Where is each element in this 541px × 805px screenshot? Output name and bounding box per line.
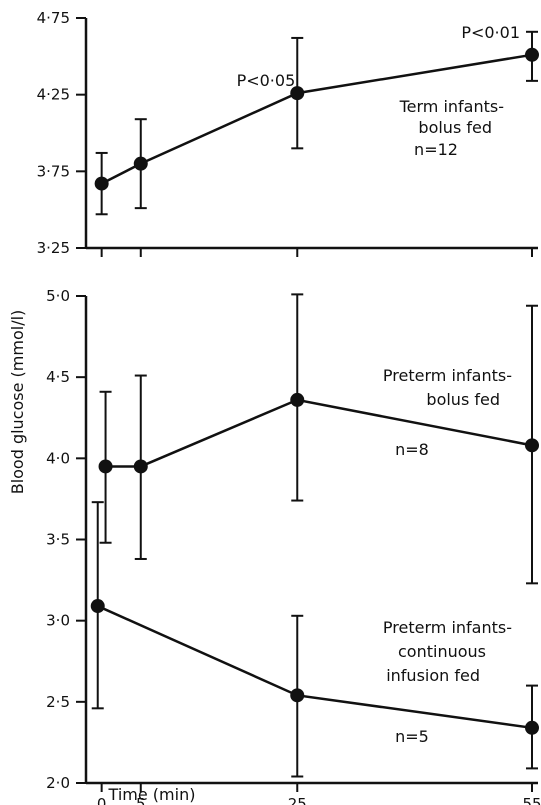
top-series-label-line1: Term infants- — [399, 97, 504, 116]
x-axis-title: Time (min) — [108, 785, 196, 804]
top-series-points — [94, 47, 539, 191]
top-y-tick-label-2: 4·25 — [37, 86, 70, 104]
infusion-fed-label-line1: Preterm infants- — [383, 618, 512, 637]
bolus-fed-label-line2: bolus fed — [426, 390, 500, 409]
top-series-count: n=12 — [414, 140, 458, 159]
top-series-label-line2: bolus fed — [418, 118, 492, 137]
top-annotation-p001: P<0·01 — [461, 23, 520, 42]
infusion-fed-point-0 — [90, 599, 105, 614]
bottom-y-tick-label-5: 4·5 — [46, 368, 70, 386]
bottom-series-points — [90, 392, 539, 735]
bolus-fed-point-3 — [525, 438, 539, 453]
bottom-x-tick-label-3: 55 — [522, 795, 541, 805]
top-y-tick-label-1: 3·75 — [37, 162, 70, 180]
infusion-fed-label-line3: infusion fed — [386, 666, 480, 685]
infusion-fed-point-2 — [525, 720, 539, 735]
y-axis-title: Blood glucose (mmol/l) — [8, 310, 27, 495]
bottom-x-tick-label-2: 25 — [288, 795, 307, 805]
top-point-0 — [94, 176, 109, 191]
bottom-x-ticks: 0 5 25 55 — [97, 783, 541, 805]
bottom-y-tick-label-2: 3·0 — [46, 612, 70, 630]
infusion-fed-count: n=5 — [395, 727, 429, 746]
bolus-fed-point-0 — [98, 459, 113, 474]
bottom-y-tick-label-4: 4·0 — [46, 449, 70, 467]
top-panel: 3·25 3·75 4·25 4·75 P<0·05 P<0·01 Term infa… — [37, 9, 539, 257]
bolus-fed-count: n=8 — [395, 440, 429, 459]
bottom-y-tick-label-3: 3·5 — [46, 531, 70, 549]
bottom-y-tick-label-0: 2·0 — [46, 774, 70, 792]
infusion-fed-label-line2: continuous — [398, 642, 486, 661]
infusion-fed-point-1 — [290, 688, 305, 703]
bolus-fed-label-line1: Preterm infants- — [383, 366, 512, 385]
bolus-fed-point-2 — [290, 392, 305, 407]
top-axes — [84, 18, 538, 250]
top-point-3 — [525, 47, 539, 62]
top-point-2 — [290, 86, 305, 101]
bottom-x-tick-label-1: 5 — [136, 795, 146, 805]
bottom-x-tick-label-0: 0 — [97, 795, 107, 805]
bottom-y-ticks: 2·0 2·5 3·0 3·5 4·0 4·5 5·0 — [46, 287, 86, 792]
bolus-fed-series-line — [105, 398, 533, 468]
bottom-y-tick-label-1: 2·5 — [46, 693, 70, 711]
top-point-1 — [133, 156, 148, 171]
top-annotation-p005: P<0·05 — [237, 71, 296, 90]
top-x-ticks — [100, 248, 533, 257]
bottom-panel: 2·0 2·5 3·0 3·5 4·0 4·5 5·0 0 5 25 55 Preterm inf… — [46, 287, 541, 805]
top-y-ticks: 3·25 3·75 4·25 4·75 — [37, 9, 86, 257]
top-y-tick-label-0: 3·25 — [37, 239, 70, 257]
top-series-line — [101, 53, 533, 185]
bottom-y-tick-label-6: 5·0 — [46, 287, 70, 305]
top-y-tick-label-3: 4·75 — [37, 9, 70, 27]
bolus-fed-point-1 — [133, 459, 148, 474]
